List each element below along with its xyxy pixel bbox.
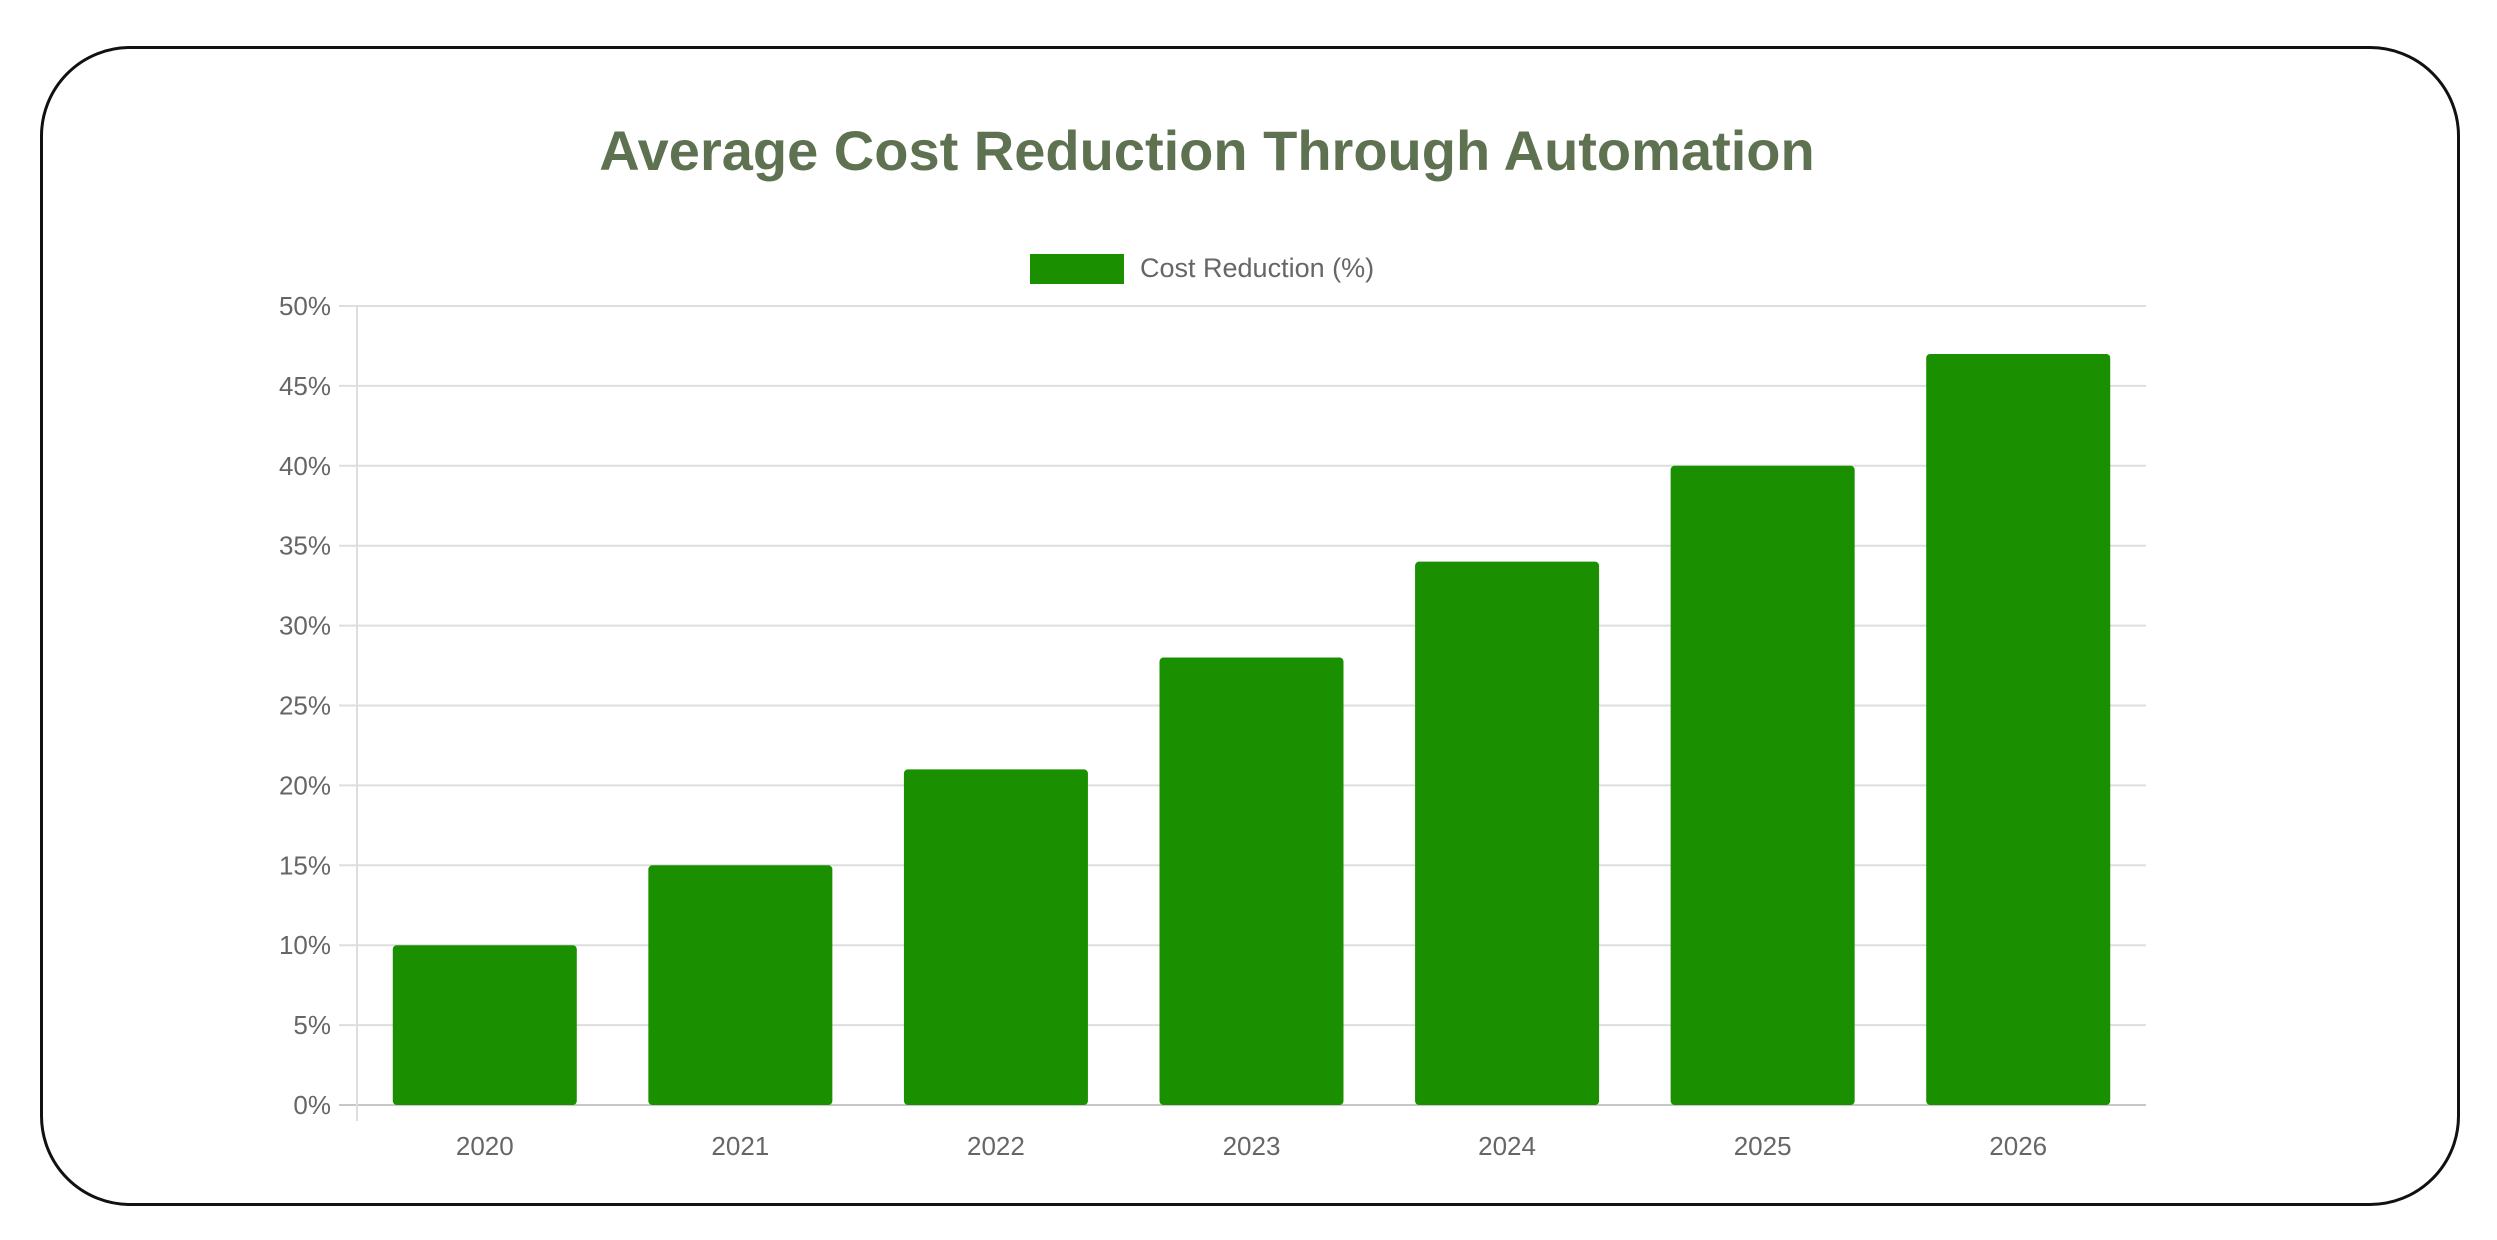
y-tick-label: 30% xyxy=(279,611,331,641)
legend-swatch xyxy=(1030,254,1124,284)
y-tick-label: 25% xyxy=(279,691,331,721)
bar-2023[interactable] xyxy=(1159,657,1344,1105)
x-tick-label: 2020 xyxy=(456,1131,514,1161)
bar-2026[interactable] xyxy=(1926,353,2111,1105)
bar-2021[interactable] xyxy=(648,865,833,1105)
y-axis-ticks: 0% 5% 10% 15% 20% 25% 30% 35% 40% 45% 50% xyxy=(279,291,331,1120)
bar-2020[interactable] xyxy=(392,945,577,1105)
y-tick-label: 45% xyxy=(279,371,331,401)
legend[interactable]: Cost Reduction (%) xyxy=(1030,253,1374,284)
bar-2024[interactable] xyxy=(1415,561,1600,1105)
chart-title: Average Cost Reduction Through Automatio… xyxy=(599,119,1814,182)
y-tick-label: 40% xyxy=(279,451,331,481)
x-tick-label: 2026 xyxy=(1989,1131,2047,1161)
bars xyxy=(392,353,2111,1105)
x-axis-ticks: 2020 2021 2022 2023 2024 2025 2026 xyxy=(456,1131,2047,1161)
x-tick-label: 2023 xyxy=(1223,1131,1281,1161)
y-tick-label: 10% xyxy=(279,930,331,960)
bar-2022[interactable] xyxy=(903,769,1088,1105)
y-tick-label: 35% xyxy=(279,531,331,561)
y-tick-label: 0% xyxy=(293,1090,331,1120)
x-tick-label: 2022 xyxy=(967,1131,1025,1161)
y-tick-label: 20% xyxy=(279,770,331,800)
x-tick-label: 2025 xyxy=(1734,1131,1792,1161)
x-tick-label: 2024 xyxy=(1478,1131,1536,1161)
x-tick-label: 2021 xyxy=(711,1131,769,1161)
y-tick-label: 5% xyxy=(293,1010,331,1040)
y-tick-label: 15% xyxy=(279,850,331,880)
bar-2025[interactable] xyxy=(1670,465,1855,1105)
y-tick-label: 50% xyxy=(279,291,331,321)
legend-label: Cost Reduction (%) xyxy=(1140,253,1374,283)
